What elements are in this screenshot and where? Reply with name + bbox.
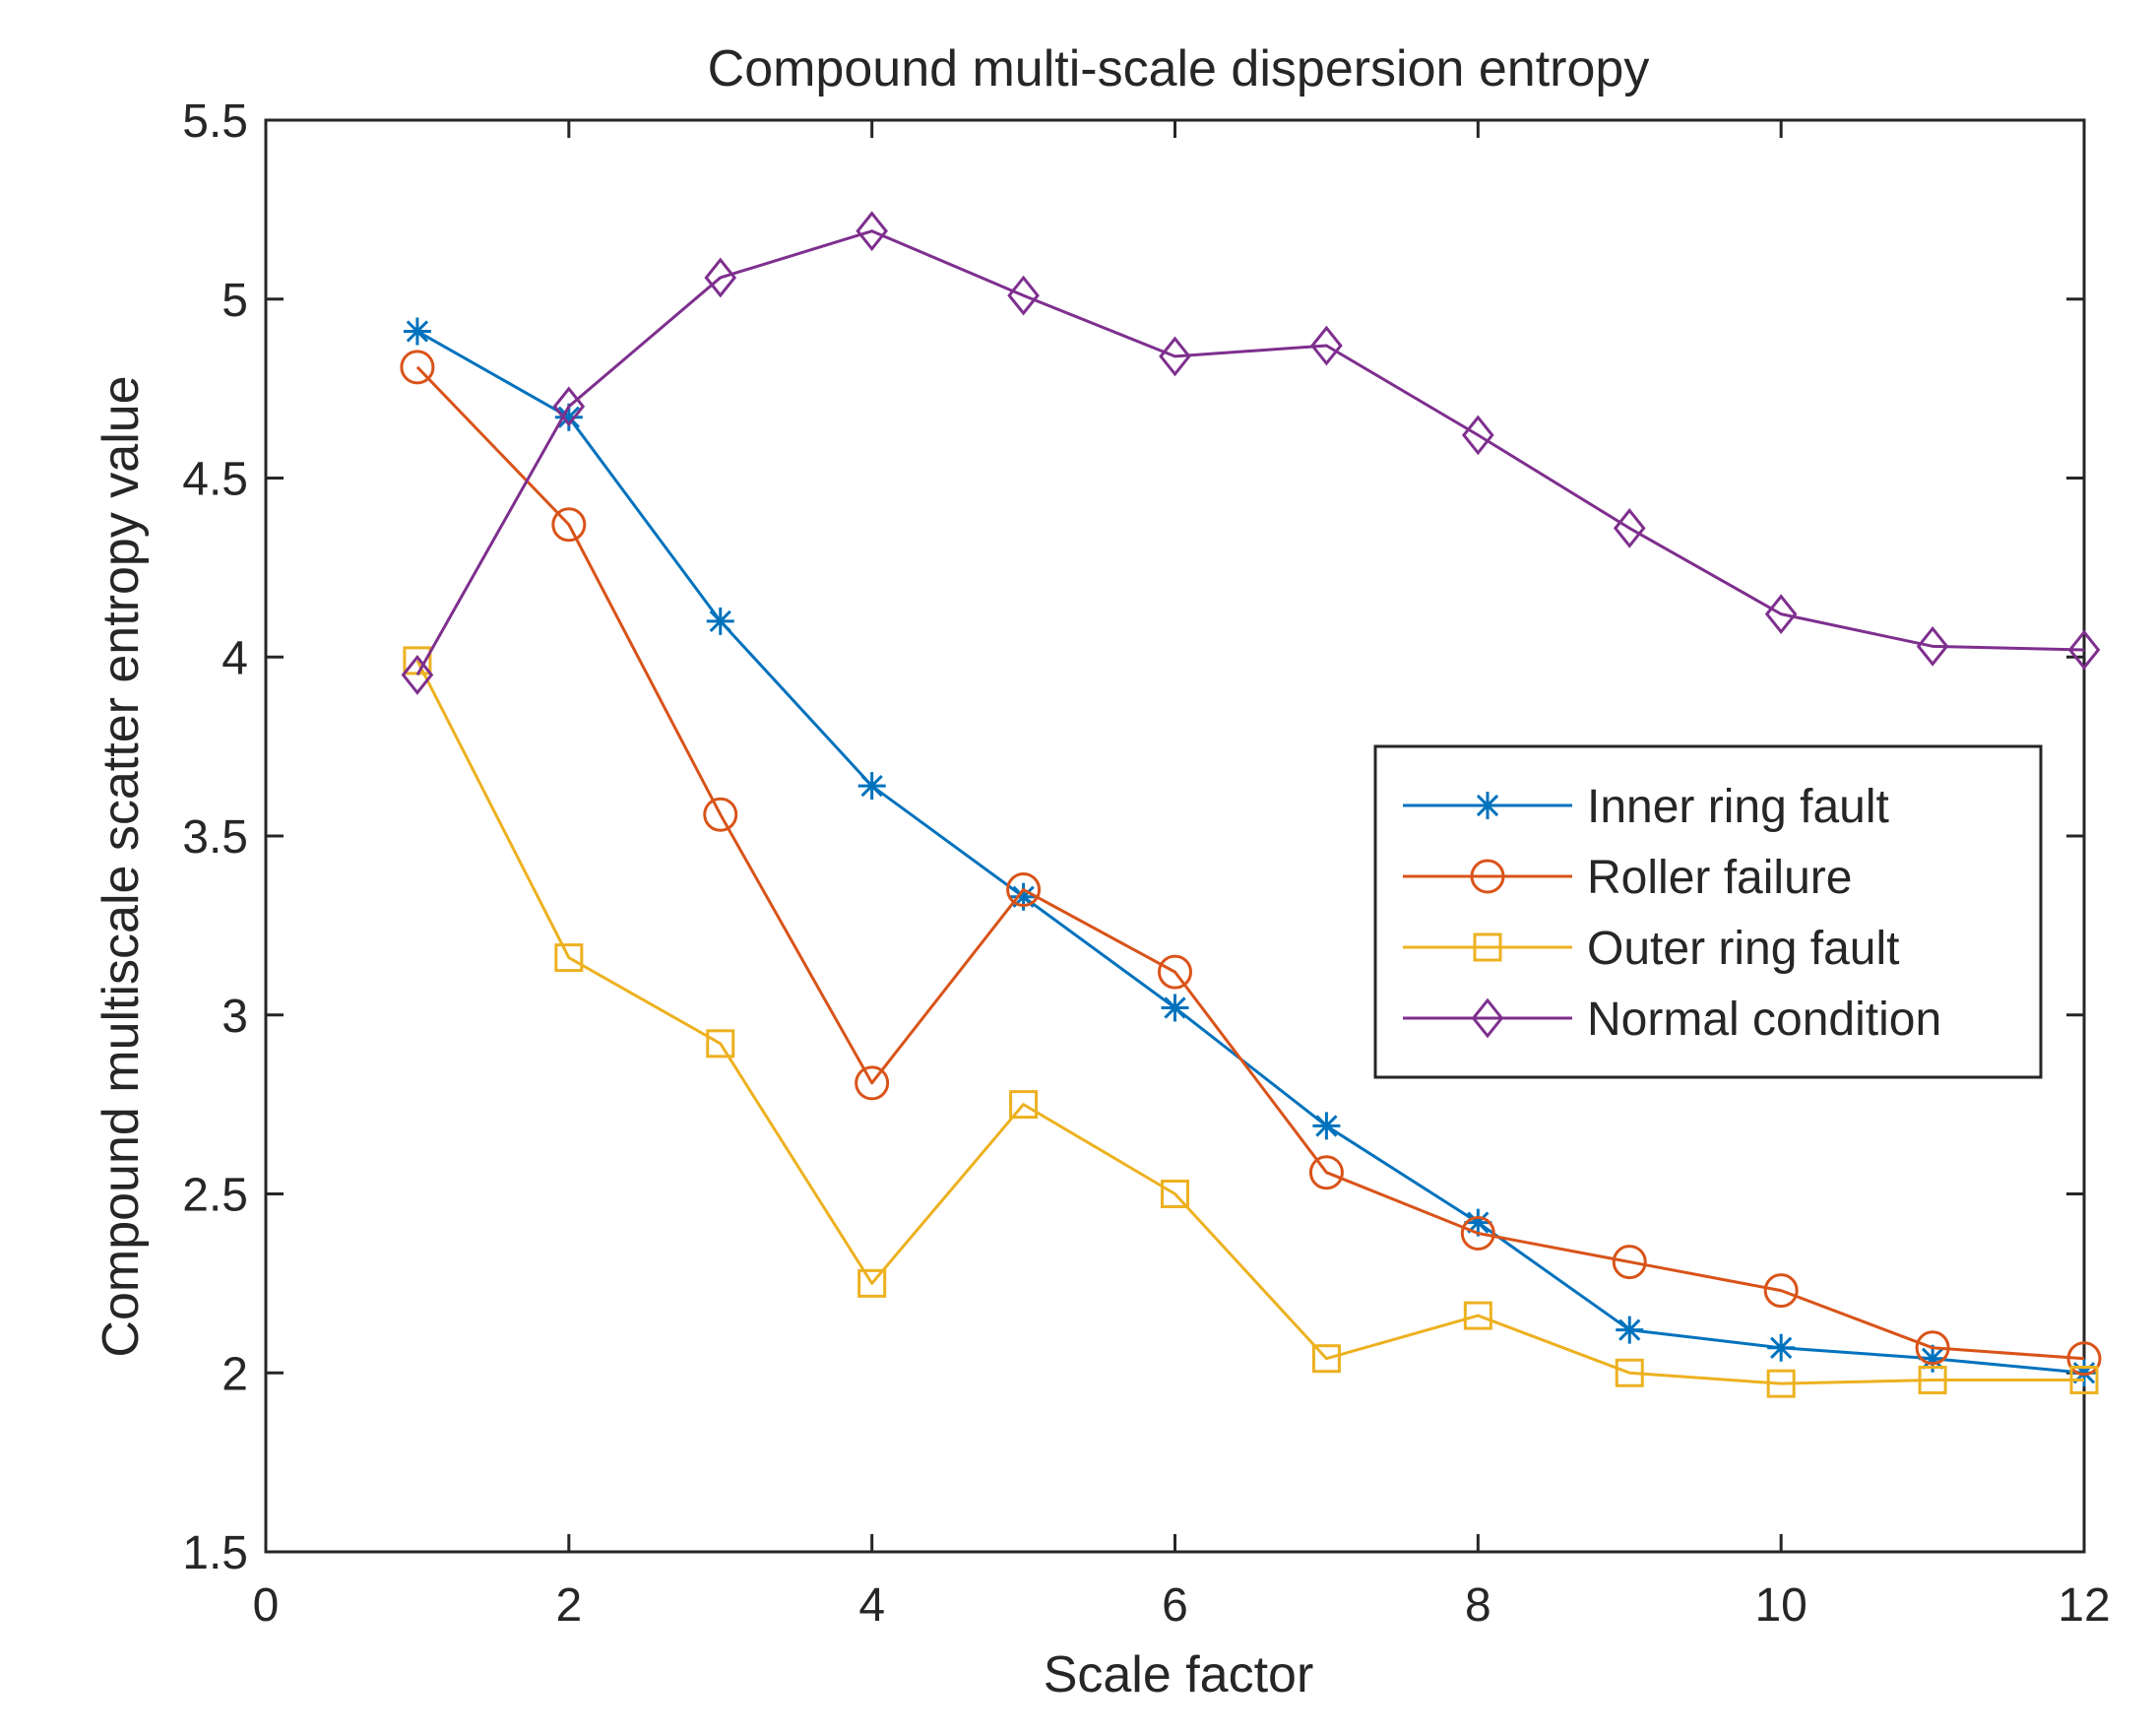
data-point xyxy=(1463,1301,1492,1330)
data-point xyxy=(1464,1208,1492,1237)
data-point xyxy=(1764,594,1798,635)
x-tick-label: 4 xyxy=(858,1579,885,1632)
data-point xyxy=(1312,1112,1341,1140)
data-point xyxy=(1616,1316,1644,1344)
data-point xyxy=(403,317,431,346)
data-point xyxy=(1009,1090,1039,1120)
series-normal-condition xyxy=(401,211,2101,695)
data-point xyxy=(856,211,888,252)
data-point xyxy=(706,607,734,635)
data-point xyxy=(1763,1273,1799,1309)
x-tick-label: 6 xyxy=(1162,1579,1188,1632)
legend-label: Outer ring fault xyxy=(1587,923,1899,975)
legend-marker xyxy=(1470,859,1505,894)
legend-marker xyxy=(1473,932,1502,962)
y-tick-label: 1.5 xyxy=(182,1527,248,1579)
y-tick-label: 4 xyxy=(222,632,248,684)
data-point xyxy=(2069,1366,2099,1395)
data-point xyxy=(1007,275,1040,316)
x-tick-label: 0 xyxy=(253,1579,280,1632)
legend-item: Normal condition xyxy=(1403,994,1941,1046)
legend-label: Inner ring fault xyxy=(1587,781,1889,833)
legend: Inner ring fault Roller failure Outer ring… xyxy=(1373,744,2043,1079)
y-tick-label: 5.5 xyxy=(182,96,248,148)
x-tick-label: 2 xyxy=(555,1579,582,1632)
y-tick-label: 3 xyxy=(222,991,248,1043)
data-point xyxy=(1612,1245,1647,1280)
y-tick-label: 5 xyxy=(222,275,248,327)
data-point xyxy=(554,943,584,973)
data-point xyxy=(1159,336,1191,377)
x-tick-label: 8 xyxy=(1465,1579,1491,1632)
y-axis-label: Compound multiscale scatter entropy valu… xyxy=(93,375,150,1357)
series-line xyxy=(416,330,2085,1375)
data-point xyxy=(1006,872,1042,908)
legend-item: Inner ring fault xyxy=(1403,781,1889,833)
data-point xyxy=(706,1029,735,1059)
data-point xyxy=(1615,1358,1644,1387)
data-point xyxy=(1158,954,1192,990)
data-point xyxy=(2066,1341,2102,1377)
data-point xyxy=(1613,507,1646,548)
data-point xyxy=(1919,1344,1947,1373)
plot-area: 0 2 4 6 8 10 12 1.5 2 2.5 3 3.5 4 4.5 5 5.5 xyxy=(182,96,2110,1632)
data-point xyxy=(1918,1366,1947,1395)
legend-marker xyxy=(1471,997,1504,1039)
data-point xyxy=(1460,1215,1495,1251)
data-point xyxy=(1462,415,1494,456)
data-point xyxy=(1161,1180,1189,1208)
y-tick-label: 3.5 xyxy=(182,811,248,864)
y-tick-label: 2.5 xyxy=(182,1170,248,1222)
data-point xyxy=(855,1065,890,1101)
data-point xyxy=(703,797,738,832)
data-point xyxy=(1916,625,1949,667)
legend-item: Outer ring fault xyxy=(1403,923,1899,975)
x-tick-label: 12 xyxy=(2058,1579,2110,1632)
data-point xyxy=(551,507,587,543)
series-line xyxy=(415,660,2084,1385)
data-point xyxy=(1308,1155,1344,1190)
data-point xyxy=(857,1268,887,1298)
data-point xyxy=(1161,994,1189,1022)
data-point xyxy=(1310,325,1343,366)
data-point xyxy=(1915,1330,1950,1366)
data-point xyxy=(554,403,583,431)
series-roller-failure xyxy=(400,350,2102,1377)
series-line xyxy=(415,229,2085,676)
y-tick-label: 4.5 xyxy=(182,454,248,506)
data-point xyxy=(1009,882,1038,911)
data-point xyxy=(400,350,435,385)
x-axis-label: Scale factor xyxy=(1044,1646,1314,1703)
series-outer-ring-fault xyxy=(403,646,2099,1398)
data-point xyxy=(704,257,737,298)
data-point xyxy=(1766,1369,1796,1398)
legend-item: Roller failure xyxy=(1403,852,1852,904)
legend-label: Roller failure xyxy=(1587,852,1852,904)
data-point xyxy=(401,655,434,695)
y-tick-label: 2 xyxy=(222,1348,248,1400)
legend-label: Normal condition xyxy=(1587,994,1941,1046)
data-point xyxy=(2067,629,2101,671)
data-point xyxy=(552,386,586,427)
x-tick-label: 10 xyxy=(1754,1579,1807,1632)
series-line xyxy=(415,365,2085,1361)
legend-marker xyxy=(1474,792,1501,819)
data-point xyxy=(1767,1333,1796,1362)
chart-title: Compound multi-scale dispersion entropy xyxy=(708,40,1650,97)
data-point xyxy=(1311,1344,1341,1374)
data-point xyxy=(857,772,886,801)
